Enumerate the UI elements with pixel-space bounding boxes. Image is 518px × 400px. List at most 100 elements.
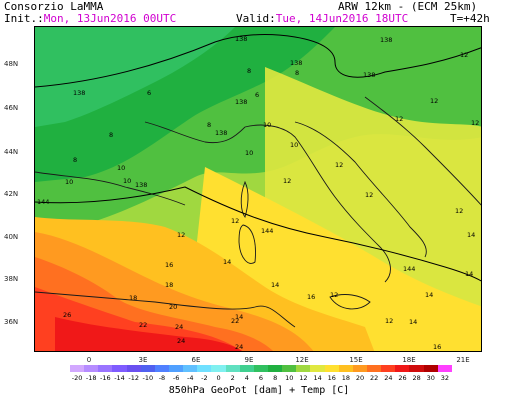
temp-label: 14	[235, 313, 243, 321]
temperature-legend: -20 -18 -16 -14 -12 -10 -8 -6 -4 -2 0 2 4 6 8 10 12 14 16 1…	[70, 365, 452, 382]
contour-label: 138	[73, 89, 85, 97]
legend-value: 16	[327, 374, 336, 382]
temp-label: 8	[109, 131, 113, 139]
legend-swatch	[253, 365, 268, 372]
lat-label-38n: 38N	[4, 275, 19, 283]
temp-label: 10	[290, 141, 298, 149]
legend-swatch	[70, 365, 85, 372]
map-canvas: 138 138 138 138 138 138 138 138 144 144 …	[35, 27, 481, 351]
field-24c	[55, 317, 243, 351]
map-caption: 850hPa GeoPot [dam] + Temp [C]	[168, 385, 350, 396]
weather-map: 138 138 138 138 138 138 138 138 144 144 …	[34, 26, 482, 352]
legend-value: -2	[201, 374, 208, 382]
legend-value: 20	[355, 374, 365, 382]
legend-value-labels: -20 -18 -16 -14 -12 -10 -8 -6 -4 -2 0 2 4 6 8 10 12 14 16 1…	[70, 374, 452, 382]
temp-label: 12	[471, 119, 479, 127]
legend-swatch	[154, 365, 169, 372]
organization-title: Consorzio LaMMA	[4, 0, 104, 13]
model-title: ARW 12km - (ECM 25km)	[338, 0, 478, 13]
temp-label: 14	[409, 318, 417, 326]
contour-138-north	[35, 34, 481, 88]
contour-label: 138	[363, 71, 375, 79]
contour-label: 138	[135, 181, 147, 189]
legend-swatch	[84, 365, 99, 372]
legend-value: 4	[244, 374, 249, 382]
temp-label: 16	[433, 343, 441, 351]
lat-label-36n: 36N	[4, 318, 19, 326]
lead-time: T=+42h	[450, 12, 490, 25]
temp-label: 12	[365, 191, 373, 199]
temp-label: 12	[231, 217, 239, 225]
init-value: Mon, 13Jun2016 00UTC	[43, 12, 177, 25]
legend-swatch	[310, 365, 325, 372]
legend-swatch	[352, 365, 367, 372]
temp-label: 10	[263, 121, 271, 129]
legend-value: -8	[158, 374, 166, 382]
temp-label: 12	[330, 291, 338, 299]
legend-value: -12	[128, 374, 139, 382]
coast-north-africa	[35, 291, 296, 328]
temp-label: 26	[63, 311, 71, 319]
lon-label-21e: 21E	[456, 356, 470, 364]
legend-value: 14	[313, 374, 322, 382]
geopotential-contours	[35, 34, 481, 282]
temp-label: 20	[169, 303, 177, 311]
legend-value: 2	[230, 374, 235, 382]
legend-value: 6	[258, 374, 264, 382]
legend-value: -20	[71, 374, 83, 382]
legend-swatch	[239, 365, 254, 372]
temperature-label-group: 6 6 8 8 8 10 10 10 10 12 12 12 12 12 12 …	[63, 51, 479, 351]
legend-value: 26	[398, 374, 407, 382]
legend-value: 32	[440, 374, 450, 382]
field-6c	[35, 27, 235, 127]
legend-color-bar	[70, 365, 452, 372]
temp-label: 16	[307, 293, 315, 301]
legend-swatch	[296, 365, 311, 372]
coast-sardinia	[238, 224, 256, 264]
legend-value: -4	[187, 374, 194, 382]
legend-value: 0	[216, 374, 221, 382]
temp-label: 10	[117, 164, 125, 172]
legend-swatch	[112, 365, 127, 372]
temp-label: 12	[177, 231, 185, 239]
coast-italy-west	[244, 124, 391, 283]
temp-label: 8	[247, 67, 251, 75]
legend-swatch	[183, 365, 198, 372]
lon-label-18e: 18E	[402, 356, 416, 364]
temp-label: 10	[123, 177, 131, 185]
valid-label: Valid:	[236, 12, 276, 25]
temp-label: 22	[139, 321, 147, 329]
temp-label: 8	[207, 121, 211, 129]
contour-label-group: 138 138 138 138 138 138 138 138 144 144 …	[37, 35, 415, 273]
contour-label: 138	[380, 36, 392, 44]
legend-value: -16	[100, 374, 111, 382]
legend-swatch	[423, 365, 438, 372]
temp-label: 14	[465, 270, 473, 278]
contour-label: 138	[235, 35, 247, 43]
lat-label-48n: 48N	[4, 60, 19, 68]
legend-swatch	[409, 365, 424, 372]
contour-label: 144	[261, 227, 273, 235]
coast-france-south	[144, 121, 246, 144]
legend-swatch	[126, 365, 141, 372]
legend-swatch	[437, 365, 452, 372]
contour-label: 144	[37, 198, 49, 206]
temp-label: 12	[335, 161, 343, 169]
legend-swatch	[168, 365, 184, 372]
temp-label: 14	[271, 281, 279, 289]
valid-value: Tue, 14Jun2016 18UTC	[275, 12, 409, 25]
lon-label-12e: 12E	[295, 356, 309, 364]
lon-label-9e: 9E	[244, 356, 254, 364]
lat-label-44n: 44N	[4, 148, 19, 156]
legend-value: 18	[341, 374, 351, 382]
legend-value: 10	[285, 374, 294, 382]
temp-label: 22	[231, 317, 239, 325]
legend-value: -18	[85, 374, 97, 382]
temp-label: 14	[425, 291, 433, 299]
init-time: Init.:Mon, 13Jun2016 00UTC	[4, 13, 176, 25]
legend-swatch	[140, 365, 155, 372]
temp-label: 24	[177, 337, 185, 345]
contour-label: 138	[290, 59, 302, 67]
legend-swatch	[366, 365, 382, 372]
legend-swatch	[225, 365, 240, 372]
